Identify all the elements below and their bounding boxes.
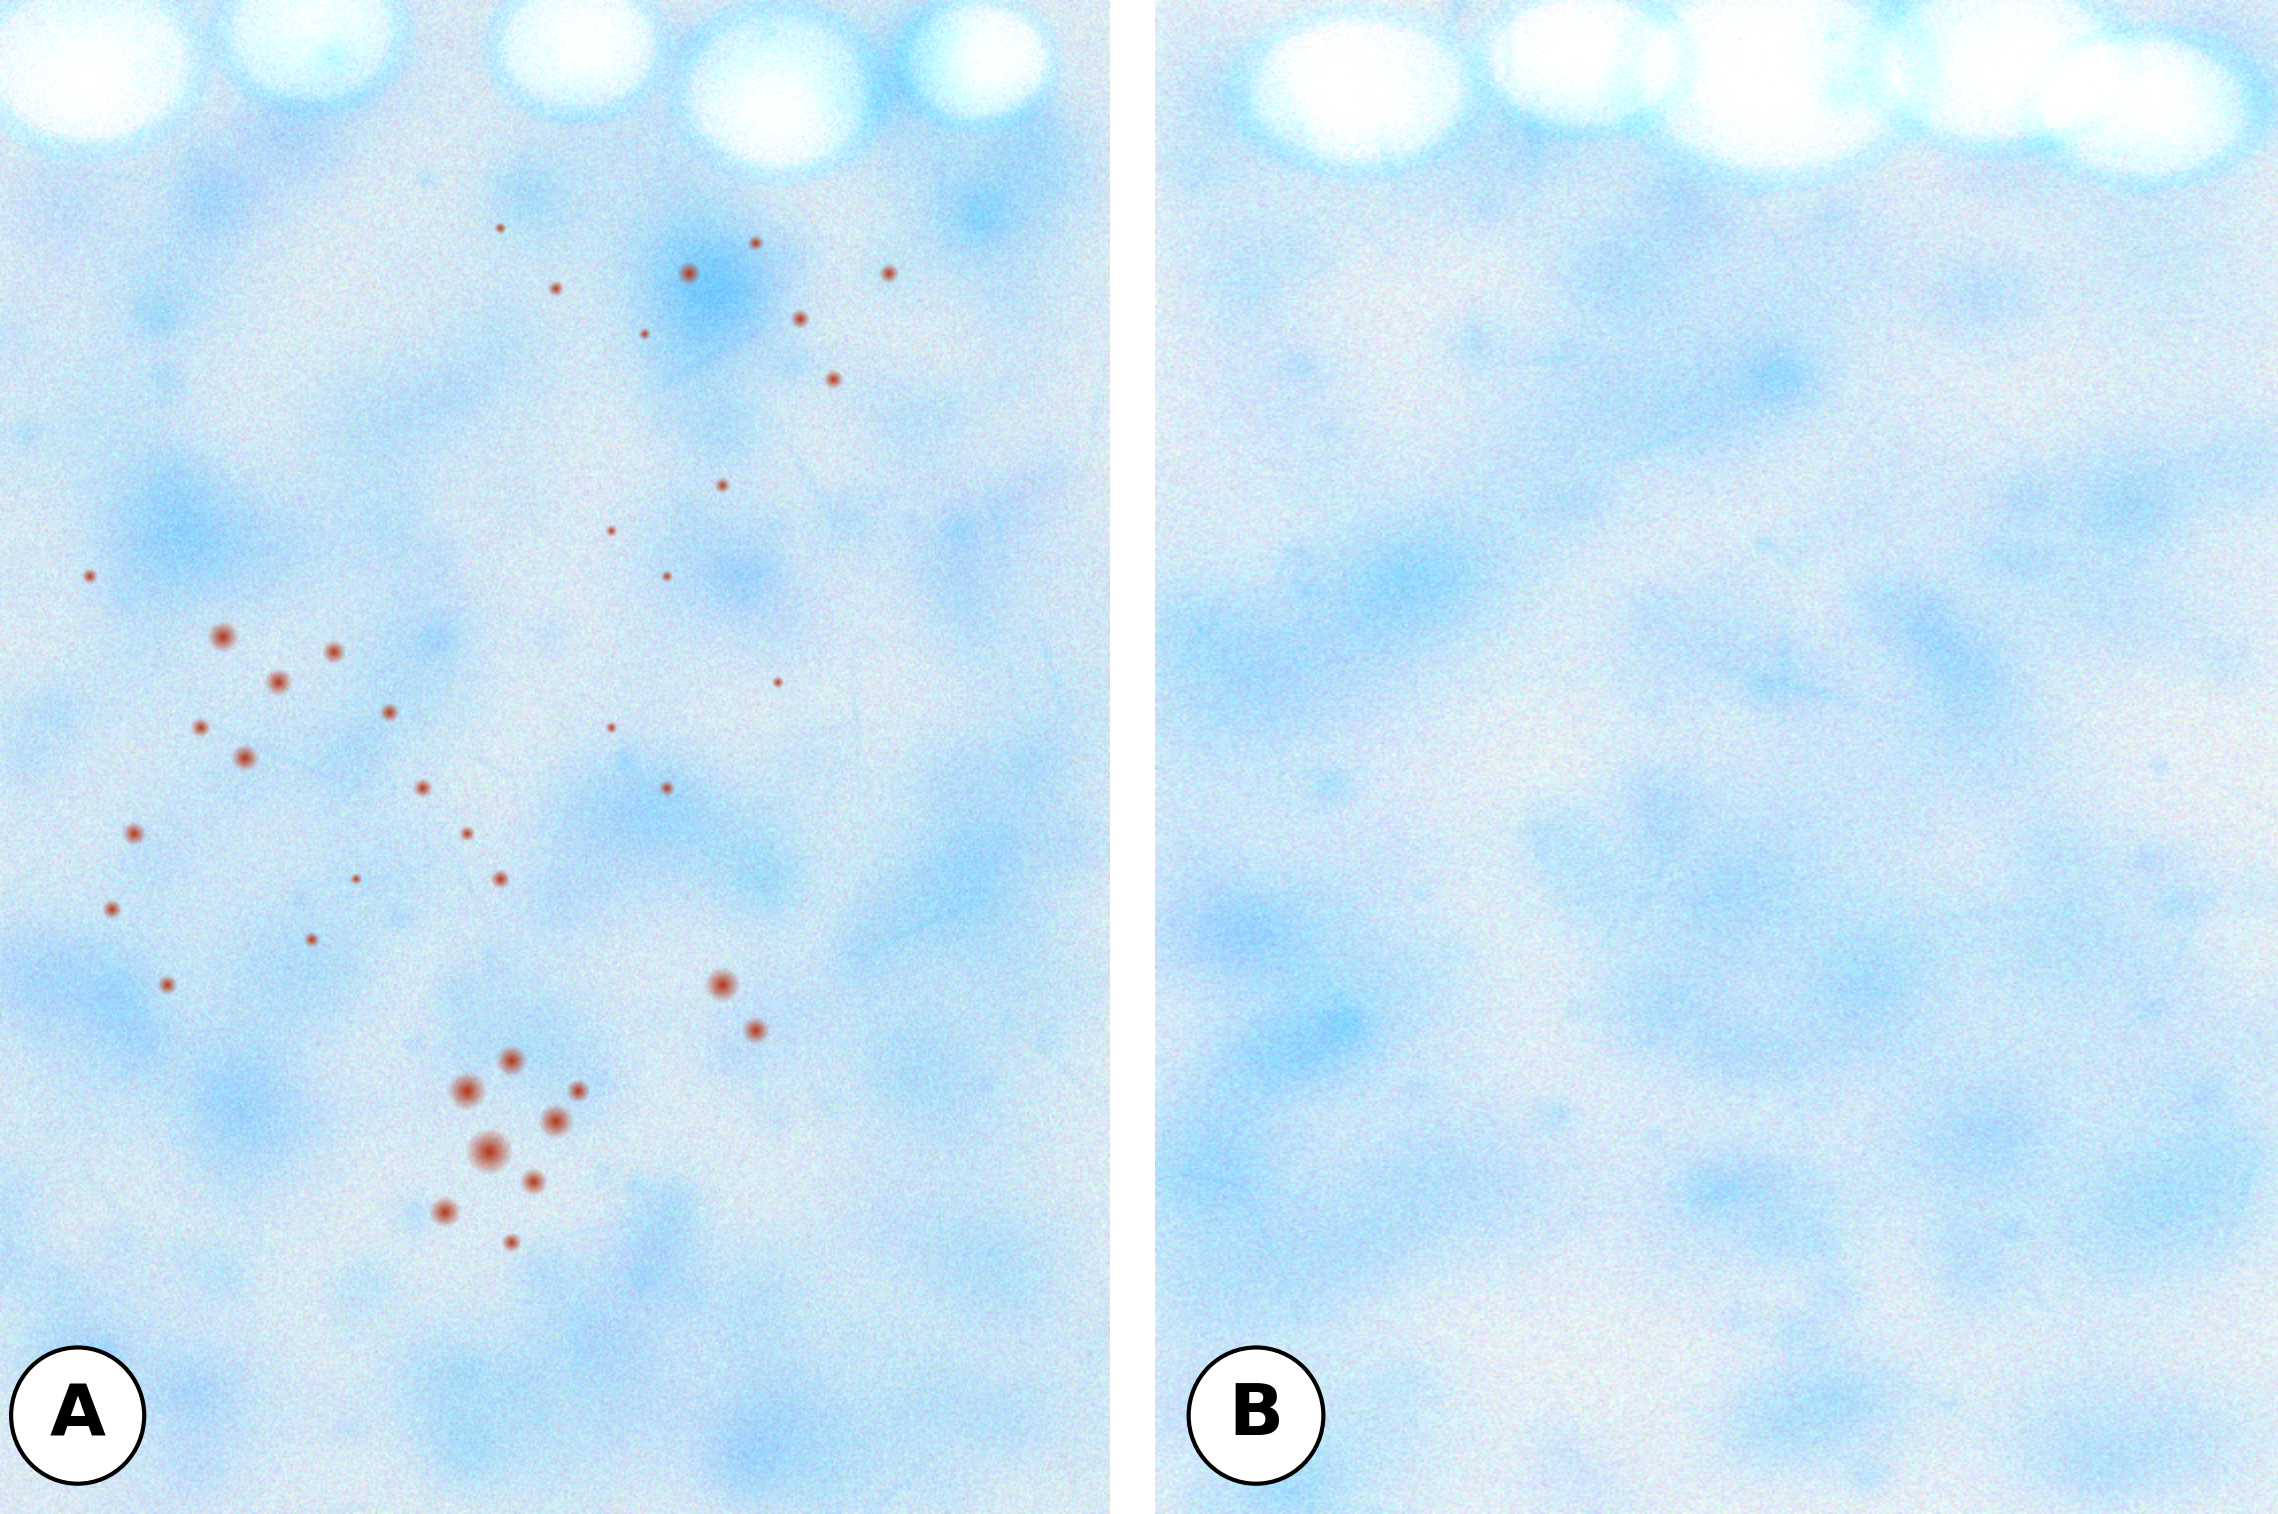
Text: A: A bbox=[50, 1381, 105, 1450]
Ellipse shape bbox=[1189, 1347, 1324, 1484]
Text: B: B bbox=[1228, 1381, 1283, 1450]
Ellipse shape bbox=[11, 1347, 144, 1484]
